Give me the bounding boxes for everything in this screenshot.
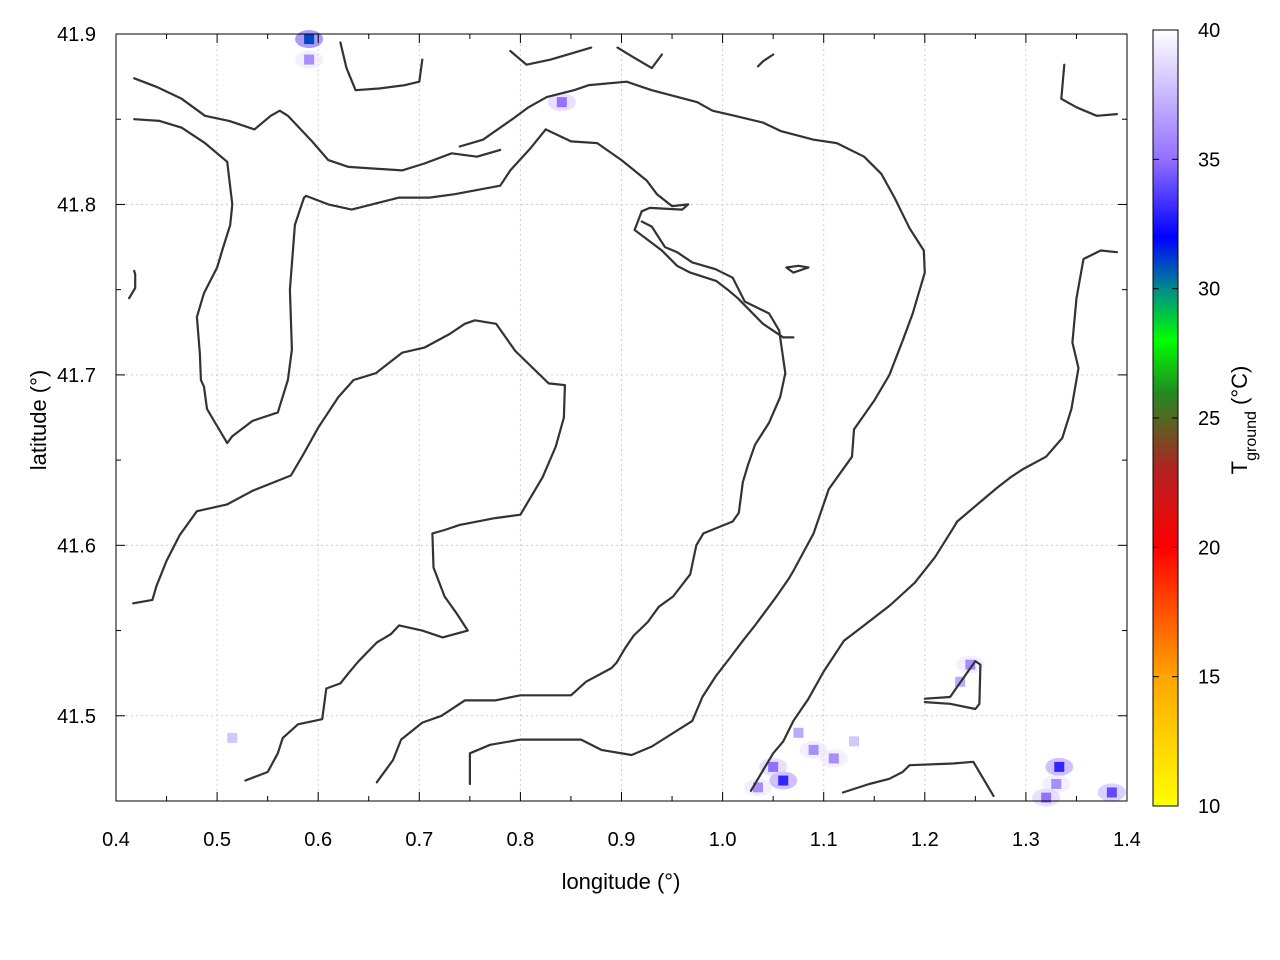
contour-line (785, 264, 810, 274)
contour-line (841, 760, 995, 797)
y-tick-label: 41.8 (57, 194, 96, 216)
axes: 0.4 0.5 0.6 0.7 0.8 0.9 1.0 1.1 1.2 1.3 1.4 41.5 41.… (57, 24, 1141, 851)
colorbar-title-unit: (°C) (1227, 366, 1252, 411)
heat-spot (304, 34, 315, 45)
colorbar-title: Tground (°C) (1227, 366, 1260, 475)
heat-spot (227, 732, 238, 743)
x-tick-label: 0.5 (203, 829, 231, 851)
x-tick-label: 0.4 (102, 829, 130, 851)
x-tick-label: 1.4 (1113, 829, 1141, 851)
colorbar-tick-label: 40 (1198, 20, 1220, 42)
heat-spot (965, 659, 976, 670)
contour-line (509, 46, 593, 66)
contour-line (375, 220, 787, 784)
contour-line (133, 77, 502, 172)
x-tick-label: 0.8 (506, 829, 534, 851)
colorbar-tick-label: 20 (1198, 537, 1220, 559)
contour-line (756, 53, 775, 68)
heatmap-cells (218, 30, 1126, 807)
heat-spot (1051, 778, 1062, 789)
contour-line (339, 41, 424, 92)
colorbar-tick-label: 35 (1198, 149, 1220, 171)
colorbar-tick-label: 30 (1198, 279, 1220, 301)
heat-spot (778, 775, 789, 786)
heat-spot (556, 97, 567, 108)
x-tick-label: 1.0 (709, 829, 737, 851)
heat-spot (849, 736, 860, 747)
heat-spot (768, 761, 779, 772)
y-tick-label: 41.7 (57, 365, 96, 387)
heat-spot (752, 782, 763, 793)
colorbar-title-sub: ground (1243, 411, 1260, 461)
x-tick-label: 1.1 (810, 829, 838, 851)
grid-lines (115, 33, 1128, 801)
contour-line (616, 46, 663, 70)
y-tick-label: 41.6 (57, 535, 96, 557)
y-tick-label: 41.9 (57, 24, 96, 46)
colorbar-tick-label: 10 (1198, 796, 1220, 818)
heat-spot (304, 54, 315, 65)
x-tick-label: 1.2 (911, 829, 939, 851)
heat-spot (1106, 787, 1117, 798)
heat-spot (1041, 792, 1052, 803)
heat-spot (1054, 761, 1065, 772)
colorbar-title-main: T (1227, 461, 1252, 474)
contour-line (128, 269, 137, 300)
heat-spot (793, 727, 804, 738)
colorbar-tick-label: 15 (1198, 667, 1220, 689)
heat-spot (808, 744, 819, 755)
heat-spot (828, 753, 839, 764)
y-tick-label: 41.5 (57, 706, 96, 728)
colorbar-tick-label: 25 (1198, 408, 1220, 430)
x-tick-label: 0.6 (304, 829, 332, 851)
contour-line (749, 249, 1118, 792)
colorbar: 10 15 20 25 30 35 40 (1152, 20, 1220, 818)
contour-line (458, 80, 926, 786)
contour-line (1060, 63, 1118, 117)
x-tick-label: 1.3 (1012, 829, 1040, 851)
contour-line (132, 319, 566, 782)
x-tick-label: 0.7 (405, 829, 433, 851)
contour-line (133, 118, 795, 445)
x-axis-title: longitude (°) (562, 869, 681, 894)
contour-line (923, 660, 982, 711)
contour-lines (128, 41, 1118, 797)
y-axis-title: latitude (°) (26, 370, 51, 471)
x-tick-label: 0.9 (608, 829, 636, 851)
